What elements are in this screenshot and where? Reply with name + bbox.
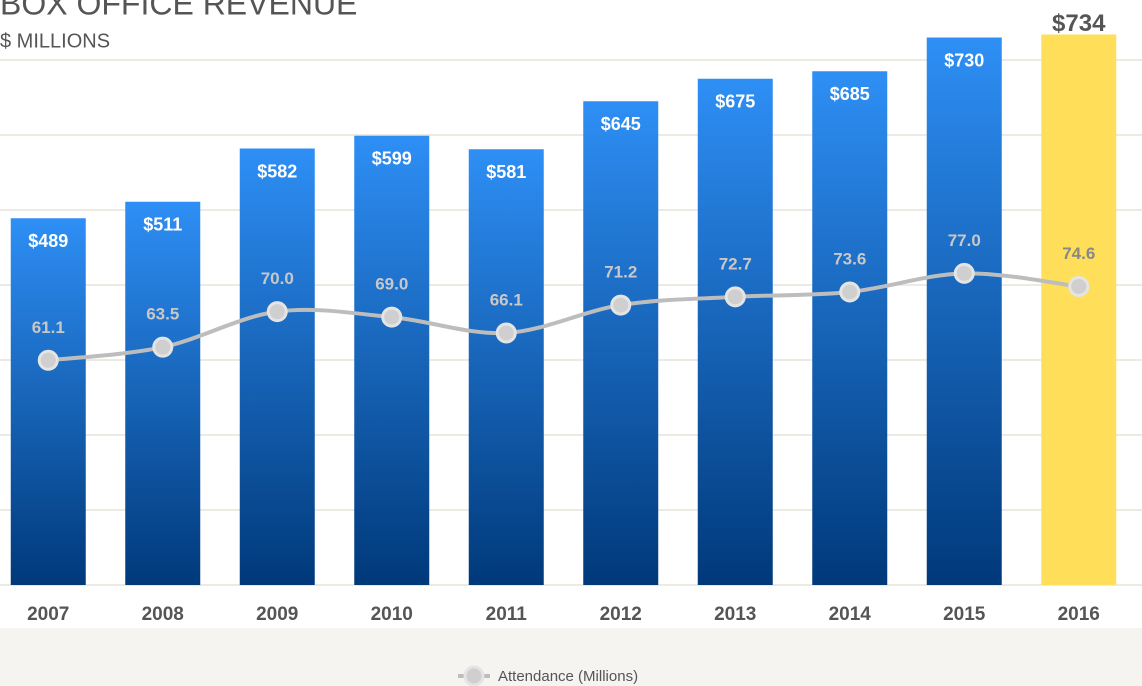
bar xyxy=(125,201,201,585)
bar-value-label: $582 xyxy=(257,161,297,181)
line-point xyxy=(266,301,288,323)
line-value-label: 72.7 xyxy=(719,254,752,273)
bar xyxy=(926,37,1002,585)
line-point xyxy=(724,286,746,308)
bar-value-label: $675 xyxy=(715,92,755,112)
bar-value-label: $734 xyxy=(1052,10,1106,37)
bar xyxy=(239,148,315,585)
bar xyxy=(468,149,544,585)
x-tick-label: 2011 xyxy=(486,604,528,625)
bar-value-label: $511 xyxy=(143,215,182,235)
line-point xyxy=(610,294,632,316)
line-point xyxy=(37,349,59,371)
line-point xyxy=(839,281,861,303)
line-value-label: 71.2 xyxy=(604,263,637,282)
x-tick-label: 2007 xyxy=(27,604,69,625)
legend-band xyxy=(0,628,1142,686)
line-value-label: 61.1 xyxy=(32,318,65,337)
line-value-label: 66.1 xyxy=(490,290,523,309)
bar-value-label: $730 xyxy=(944,50,984,70)
bar xyxy=(1041,34,1117,585)
chart-subtitle: $ MILLIONS xyxy=(0,30,110,52)
bar xyxy=(812,71,888,585)
bar-value-label: $581 xyxy=(486,162,526,182)
bar-value-label: $685 xyxy=(830,84,870,104)
x-tick-label: 2014 xyxy=(829,604,872,625)
x-tick-label: 2009 xyxy=(256,604,298,625)
bar xyxy=(697,78,773,585)
x-tick-label: 2015 xyxy=(943,604,986,625)
bar xyxy=(354,135,430,585)
line-value-label: 74.6 xyxy=(1062,244,1095,263)
line-point xyxy=(152,336,174,358)
x-tick-label: 2013 xyxy=(714,604,756,625)
x-tick-label: 2016 xyxy=(1058,604,1100,625)
line-point xyxy=(953,262,975,284)
line-value-label: 77.0 xyxy=(948,231,981,250)
line-point xyxy=(1068,275,1090,297)
bar xyxy=(583,101,659,585)
line-point xyxy=(495,322,517,344)
bar-value-label: $599 xyxy=(372,149,412,169)
bar-value-label: $489 xyxy=(28,231,68,251)
x-tick-label: 2008 xyxy=(142,604,184,625)
line-value-label: 73.6 xyxy=(833,249,866,268)
line xyxy=(48,271,1079,363)
legend-marker xyxy=(463,665,485,686)
x-tick-label: 2012 xyxy=(600,604,642,625)
x-tick-label: 2010 xyxy=(371,604,413,625)
line-point xyxy=(381,306,403,328)
chart-title: BOX OFFICE REVENUE xyxy=(0,0,357,21)
line-value-label: 70.0 xyxy=(261,269,294,288)
legend-label: Attendance (Millions) xyxy=(498,668,638,685)
line-value-label: 63.5 xyxy=(146,305,179,324)
line-value-label: 69.0 xyxy=(375,275,408,294)
bar-value-label: $645 xyxy=(601,114,641,134)
bar xyxy=(10,218,86,585)
